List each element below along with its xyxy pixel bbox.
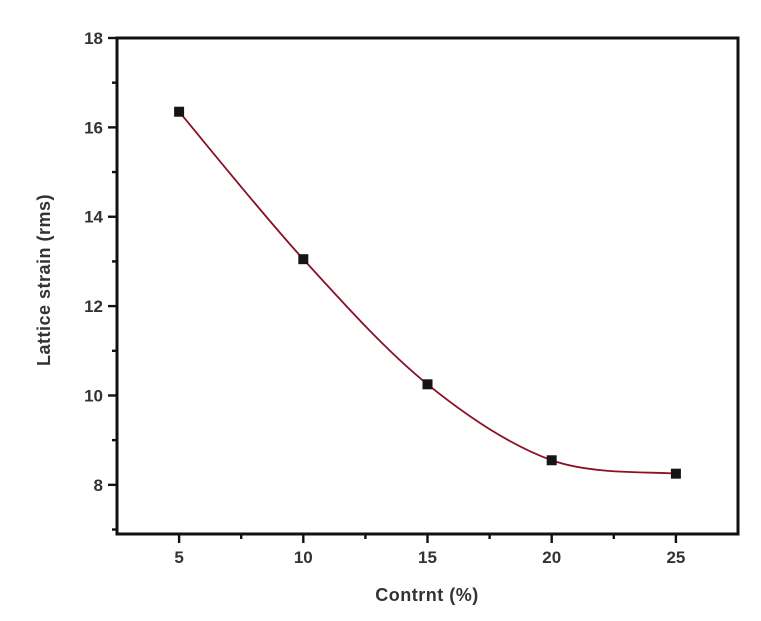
data-point-marker xyxy=(298,254,309,265)
plot-area: 5 10 15 20 25 8 10 12 14 16 18 xyxy=(84,29,740,567)
data-line xyxy=(178,111,676,475)
data-point-marker xyxy=(546,455,557,466)
x-tick-label: 5 xyxy=(174,548,183,567)
x-axis-title: Contrnt (%) xyxy=(375,585,478,605)
data-point-marker xyxy=(670,468,681,479)
x-tick-label: 20 xyxy=(542,548,561,567)
x-tick-label: 25 xyxy=(666,548,685,567)
y-tick-label: 8 xyxy=(94,476,103,495)
data-point-marker xyxy=(174,106,185,117)
y-tick-label: 16 xyxy=(84,118,103,137)
data-point-marker xyxy=(422,379,433,390)
x-tick-label: 10 xyxy=(294,548,313,567)
y-tick-label: 14 xyxy=(84,208,103,227)
y-tick-label: 10 xyxy=(84,386,103,405)
x-tick-label: 15 xyxy=(418,548,437,567)
y-axis-title: Lattice strain (rms) xyxy=(34,194,54,366)
y-tick-label: 18 xyxy=(84,29,103,48)
axis-frame xyxy=(115,36,740,536)
y-tick-label: 12 xyxy=(84,297,103,316)
